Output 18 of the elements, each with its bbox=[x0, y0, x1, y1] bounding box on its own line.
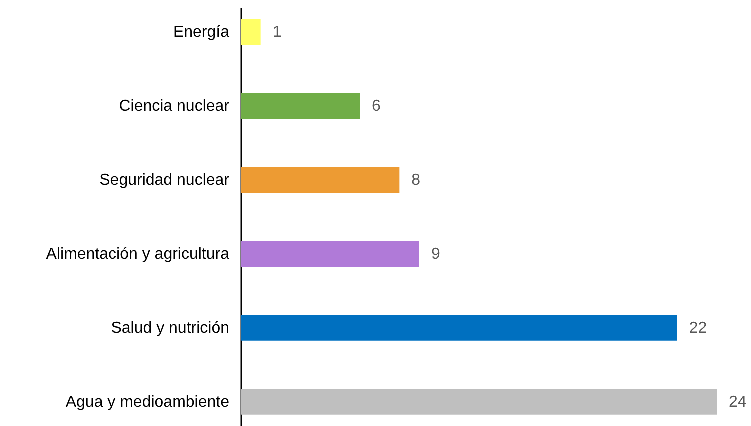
bar bbox=[241, 167, 400, 193]
y-tick-label: Ciencia nuclear bbox=[119, 98, 230, 116]
y-tick-label: Salud y nutrición bbox=[111, 320, 230, 337]
data-label: 24 bbox=[729, 394, 747, 411]
data-label: 9 bbox=[432, 246, 440, 263]
data-label: 8 bbox=[412, 172, 421, 190]
data-label: 1 bbox=[272, 24, 282, 42]
bar bbox=[241, 241, 420, 267]
bar bbox=[241, 315, 678, 341]
y-tick-label: Energía bbox=[173, 24, 230, 42]
y-tick-label: Alimentación y agricultura bbox=[46, 246, 230, 263]
bar bbox=[241, 93, 360, 119]
y-tick-label: Agua y medioambiente bbox=[66, 394, 230, 411]
data-label: 6 bbox=[372, 98, 381, 116]
y-tick-label: Seguridad nuclear bbox=[100, 172, 230, 190]
data-label: 22 bbox=[689, 320, 708, 337]
bar bbox=[241, 389, 717, 415]
bar bbox=[241, 19, 261, 45]
